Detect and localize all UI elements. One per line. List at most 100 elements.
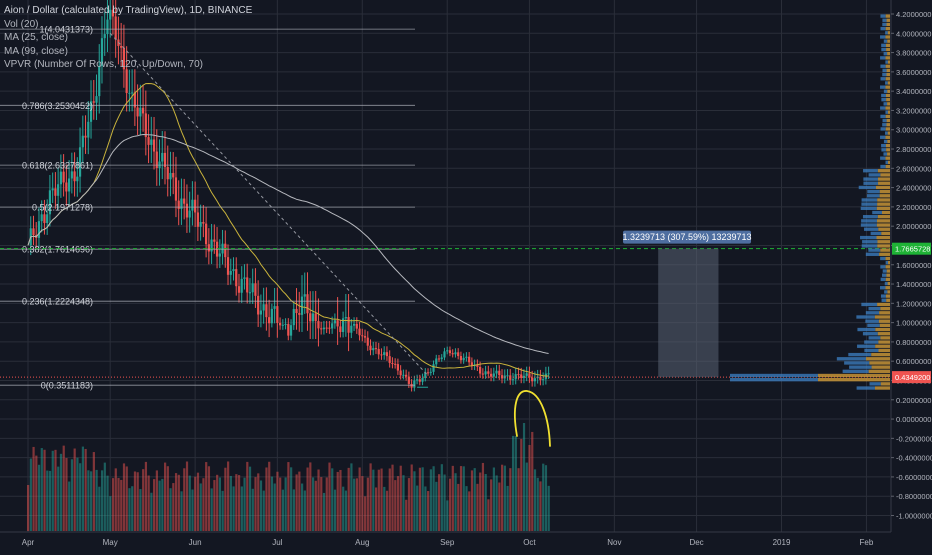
vpvr-bar-up bbox=[880, 286, 886, 290]
price-tick-label: 2.2000000 bbox=[896, 203, 931, 212]
candle-body bbox=[185, 203, 189, 218]
volume-bar bbox=[194, 476, 197, 531]
volume-bar bbox=[284, 477, 287, 531]
candle-body bbox=[363, 336, 367, 338]
candle-body bbox=[457, 352, 460, 357]
price-tick-label: 3.2000000 bbox=[896, 106, 931, 115]
volume-bar bbox=[380, 468, 383, 531]
price-tick-label: 2.8000000 bbox=[896, 145, 931, 154]
volume-bar bbox=[385, 490, 389, 531]
fib-level-label: 0.618(2.6327861) bbox=[22, 161, 93, 171]
candle-body bbox=[358, 328, 361, 336]
fib-level-label: 0(0.3511183) bbox=[41, 381, 93, 391]
target-price-badge bbox=[892, 242, 931, 255]
candle-body bbox=[350, 325, 353, 333]
volume-bar bbox=[81, 446, 84, 531]
price-tick-label: -0.6000000 bbox=[896, 473, 932, 482]
vpvr-bar-down bbox=[887, 81, 890, 85]
volume-bar bbox=[210, 488, 213, 531]
volume-bar bbox=[150, 492, 153, 531]
candle-body bbox=[506, 375, 509, 377]
volume-bar bbox=[522, 423, 526, 531]
vpvr-bar-down bbox=[887, 290, 890, 294]
volume-bar bbox=[199, 483, 202, 531]
volume-bar bbox=[122, 463, 126, 531]
volume-bar bbox=[98, 486, 101, 531]
vpvr-bar-down bbox=[885, 77, 890, 81]
time-axis-background bbox=[0, 532, 932, 550]
vpvr-bar-down bbox=[885, 35, 890, 39]
candle-body bbox=[402, 374, 405, 376]
candle-body bbox=[65, 182, 68, 192]
volume-bar bbox=[114, 468, 117, 531]
vpvr-bar-up bbox=[868, 336, 881, 340]
vpvr-bar-up bbox=[862, 240, 878, 244]
candle-body bbox=[500, 375, 504, 379]
volume-bar bbox=[54, 449, 57, 531]
volume-bar bbox=[65, 457, 68, 531]
vpvr-bar-down bbox=[877, 244, 890, 248]
vpvr-bar-down bbox=[887, 139, 890, 144]
vpvr-bar-up bbox=[880, 64, 886, 68]
volume-bar bbox=[169, 488, 172, 531]
volume-bar bbox=[188, 475, 191, 531]
candle-body bbox=[413, 380, 416, 388]
time-tick-label: Sep bbox=[440, 538, 455, 547]
price-tick-label: 4.0000000 bbox=[896, 29, 931, 38]
candle-body bbox=[347, 317, 350, 333]
candle-body bbox=[388, 356, 391, 363]
fib-level-label: 0.5(2.1971278) bbox=[32, 203, 93, 213]
candle-body bbox=[344, 317, 347, 319]
price-tick-label: 3.4000000 bbox=[896, 87, 931, 96]
candle-body bbox=[306, 294, 309, 314]
candle-body bbox=[520, 374, 523, 378]
volume-bar bbox=[443, 474, 446, 531]
volume-bar bbox=[432, 466, 435, 531]
vpvr-bar-up bbox=[860, 206, 877, 211]
indicator-list: Vol (20) MA (25, close) MA (99, close) VPVR… bbox=[4, 18, 252, 72]
candle-body bbox=[317, 321, 320, 329]
vpvr-bar-up bbox=[861, 202, 878, 206]
volume-bar bbox=[120, 479, 123, 531]
vpvr-bar-down bbox=[887, 110, 890, 114]
candle-body bbox=[333, 320, 336, 324]
candle-body bbox=[465, 356, 468, 358]
vpvr-bar-up bbox=[865, 319, 879, 323]
volume-bar bbox=[290, 467, 293, 531]
vpvr-bar-up bbox=[857, 327, 876, 332]
vpvr-bar-down bbox=[886, 98, 890, 102]
vpvr-bar-down bbox=[885, 156, 890, 160]
candle-body bbox=[547, 373, 550, 375]
volume-bar bbox=[172, 483, 175, 531]
candle-body bbox=[517, 374, 520, 376]
candle-body bbox=[177, 200, 180, 209]
volume-bar bbox=[90, 471, 93, 531]
volume-bar bbox=[399, 465, 402, 531]
volume-bar bbox=[509, 468, 512, 531]
vpvr-bar-down bbox=[882, 210, 890, 215]
candle-body bbox=[391, 362, 394, 364]
volume-bar bbox=[481, 462, 485, 531]
candle-body bbox=[270, 308, 273, 324]
volume-bar bbox=[377, 469, 380, 531]
vpvr-bar-down bbox=[885, 277, 890, 282]
candle-body bbox=[383, 352, 386, 355]
vpvr-bar-down bbox=[880, 173, 890, 177]
volume-bar bbox=[281, 489, 285, 531]
fib-level-label: 1(4.0431373) bbox=[39, 25, 93, 35]
volume-bar bbox=[227, 461, 230, 531]
vpvr-bar-down bbox=[878, 227, 890, 231]
price-tick-label: 2.0000000 bbox=[896, 222, 931, 231]
volume-bar bbox=[224, 467, 227, 531]
candle-body bbox=[380, 354, 383, 356]
vpvr-bar-up bbox=[885, 60, 888, 64]
volume-bar bbox=[183, 468, 186, 531]
vpvr-bar-up bbox=[883, 102, 888, 106]
candle-body bbox=[259, 310, 262, 315]
volume-bar bbox=[229, 475, 232, 531]
volume-bar bbox=[492, 467, 495, 531]
candle-body bbox=[322, 327, 326, 330]
indicator-label: Vol (20) bbox=[4, 18, 39, 30]
